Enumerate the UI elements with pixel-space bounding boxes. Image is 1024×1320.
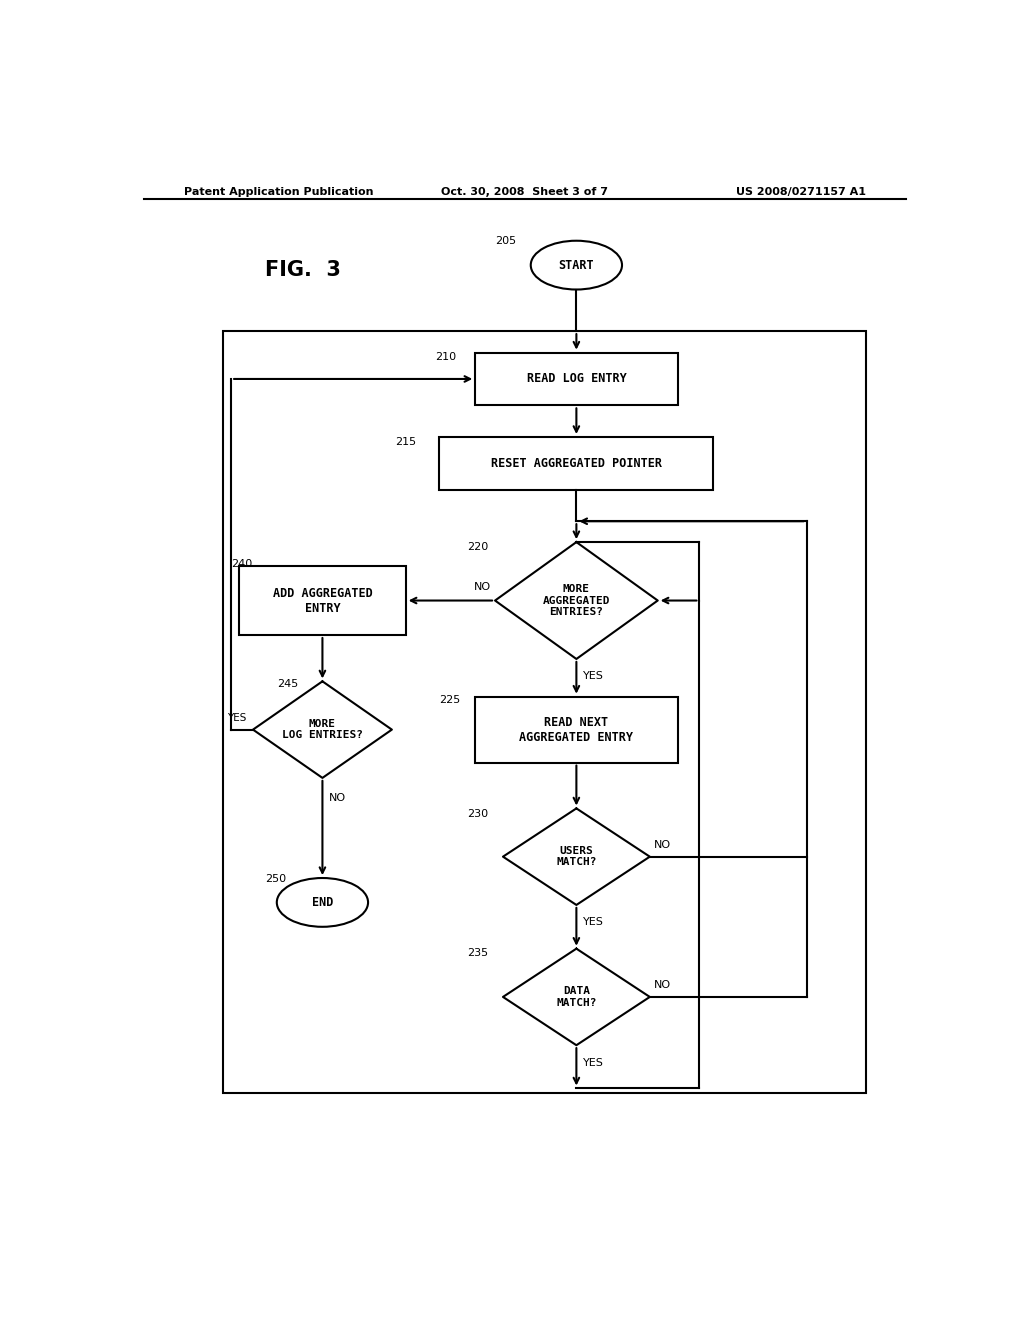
Text: END: END: [311, 896, 333, 909]
FancyBboxPatch shape: [475, 697, 678, 763]
Text: YES: YES: [227, 713, 247, 722]
Text: READ LOG ENTRY: READ LOG ENTRY: [526, 372, 627, 385]
Text: 205: 205: [495, 236, 516, 246]
Polygon shape: [503, 808, 650, 906]
Text: USERS
MATCH?: USERS MATCH?: [556, 846, 597, 867]
Text: YES: YES: [583, 917, 603, 928]
Text: NO: NO: [653, 979, 671, 990]
Text: NO: NO: [653, 840, 671, 850]
Text: Patent Application Publication: Patent Application Publication: [183, 187, 373, 197]
Text: FIG.  3: FIG. 3: [264, 260, 341, 280]
Ellipse shape: [530, 240, 622, 289]
Text: US 2008/0271157 A1: US 2008/0271157 A1: [736, 187, 866, 197]
Polygon shape: [495, 543, 657, 659]
Text: 230: 230: [467, 809, 488, 818]
Text: NO: NO: [474, 582, 492, 593]
Polygon shape: [253, 681, 392, 777]
FancyBboxPatch shape: [475, 352, 678, 405]
FancyBboxPatch shape: [223, 331, 866, 1093]
Ellipse shape: [276, 878, 368, 927]
Text: START: START: [558, 259, 594, 272]
Text: MORE
AGGREGATED
ENTRIES?: MORE AGGREGATED ENTRIES?: [543, 583, 610, 618]
Text: RESET AGGREGATED POINTER: RESET AGGREGATED POINTER: [490, 457, 662, 470]
Text: 245: 245: [278, 678, 298, 689]
Text: NO: NO: [329, 793, 346, 804]
Text: 215: 215: [395, 437, 417, 447]
Text: DATA
MATCH?: DATA MATCH?: [556, 986, 597, 1007]
Text: Oct. 30, 2008  Sheet 3 of 7: Oct. 30, 2008 Sheet 3 of 7: [441, 187, 608, 197]
Text: 250: 250: [265, 874, 287, 884]
Text: MORE
LOG ENTRIES?: MORE LOG ENTRIES?: [282, 719, 362, 741]
Text: 240: 240: [231, 560, 253, 569]
Polygon shape: [503, 949, 650, 1045]
FancyBboxPatch shape: [240, 566, 406, 635]
FancyBboxPatch shape: [439, 437, 714, 490]
Text: READ NEXT
AGGREGATED ENTRY: READ NEXT AGGREGATED ENTRY: [519, 715, 634, 743]
Text: 225: 225: [439, 696, 461, 705]
Text: 235: 235: [467, 948, 488, 958]
Text: YES: YES: [583, 1057, 603, 1068]
Text: ADD AGGREGATED
ENTRY: ADD AGGREGATED ENTRY: [272, 586, 373, 615]
Text: YES: YES: [583, 672, 603, 681]
Text: 220: 220: [467, 541, 488, 552]
Text: 210: 210: [435, 351, 457, 362]
